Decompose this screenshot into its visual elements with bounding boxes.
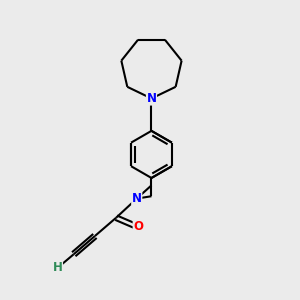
Text: N: N — [132, 192, 142, 205]
Text: H: H — [52, 261, 62, 274]
Text: O: O — [133, 220, 143, 233]
Text: N: N — [146, 92, 157, 105]
